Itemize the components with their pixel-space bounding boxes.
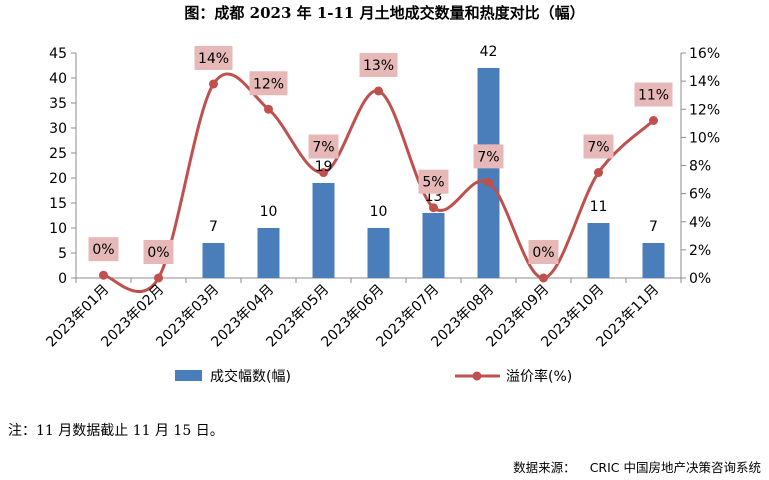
legend-line-marker [472, 371, 482, 381]
line-data-label: 5% [422, 175, 444, 191]
y-left-tick-label: 40 [49, 71, 67, 87]
y-left-tick-label: 30 [49, 121, 67, 137]
line-data-label-box [194, 45, 233, 70]
y-left-tick-label: 5 [58, 246, 67, 262]
bar [312, 183, 335, 278]
bar-data-label: 10 [260, 204, 278, 220]
line-data-label: 12% [253, 76, 284, 92]
line-data-label-box [418, 169, 449, 194]
line-data-label: 0% [147, 245, 169, 261]
line-point [154, 273, 163, 283]
line-data-label-box [249, 71, 288, 96]
bar-data-label: 7 [209, 219, 218, 235]
y-right-tick-label: 10% [689, 130, 720, 146]
y-left-tick-label: 10 [49, 221, 67, 237]
y-left-tick-label: 25 [49, 146, 67, 162]
line-point [99, 270, 108, 280]
line-data-label: 7% [312, 140, 334, 156]
y-right-tick-label: 6% [689, 187, 711, 203]
footnote: 注：11 月数据截止 11 月 15 日。 [8, 423, 224, 439]
bar [422, 213, 445, 278]
line-point [429, 203, 438, 213]
y-left-tick-label: 45 [49, 46, 67, 62]
line-data-label-box [528, 240, 559, 264]
line-point [594, 168, 603, 178]
line-data-label-box [634, 82, 673, 107]
bar [587, 223, 610, 278]
bar-data-label: 42 [480, 44, 498, 60]
data-source: 数据来源： CRIC 中国房地产决策咨询系统 [513, 457, 761, 476]
line-data-label-box [143, 240, 174, 264]
data-source-label: 数据来源： [513, 460, 576, 475]
y-right-tick-label: 4% [689, 215, 711, 231]
line-data-label-box [359, 52, 398, 77]
line-point [374, 86, 383, 96]
line-point [649, 116, 658, 125]
legend-bar-label: 成交幅数(幅) [210, 368, 291, 385]
y-left-tick-label: 15 [49, 196, 67, 212]
bar-data-label: 19 [315, 159, 333, 175]
line-point [539, 273, 548, 283]
bar [367, 228, 390, 278]
bar-data-label: 10 [370, 204, 388, 220]
line-data-label-box [88, 237, 119, 262]
line-data-label-box [473, 144, 504, 169]
data-source-value: CRIC 中国房地产决策咨询系统 [589, 460, 761, 475]
line-data-label: 14% [198, 51, 229, 67]
chart-title: 图：成都 2023 年 1-11 月土地成交数量和热度对比（幅） [184, 4, 585, 22]
y-right-tick-label: 14% [689, 74, 720, 90]
line-data-label: 0% [532, 245, 554, 261]
line-data-label: 13% [363, 58, 394, 74]
y-right-tick-label: 0% [689, 271, 711, 287]
bar [257, 228, 280, 278]
legend-bar-swatch [175, 370, 202, 381]
line-data-label: 11% [638, 88, 669, 104]
line-data-label: 7% [477, 149, 499, 165]
line-point [264, 104, 273, 114]
line-point [209, 79, 218, 89]
bar-data-label: 11 [590, 199, 608, 215]
y-left-tick-label: 0 [58, 271, 67, 287]
line-data-label-box [308, 134, 339, 159]
bar-data-label: 7 [649, 219, 658, 235]
bar [477, 68, 500, 278]
y-left-tick-label: 35 [49, 96, 67, 112]
y-left-tick-label: 20 [49, 171, 67, 187]
y-right-tick-label: 16% [689, 46, 720, 62]
line-point [484, 177, 493, 187]
line-data-label: 7% [587, 140, 609, 156]
line-data-label: 0% [92, 242, 114, 258]
bar [202, 243, 225, 278]
line-data-label-box [583, 134, 614, 159]
y-right-tick-label: 2% [689, 243, 711, 259]
line-point [319, 168, 328, 178]
y-right-tick-label: 8% [689, 159, 711, 175]
bar [642, 243, 665, 278]
y-right-tick-label: 12% [689, 102, 720, 118]
legend-line-label: 溢价率(%) [506, 368, 572, 385]
